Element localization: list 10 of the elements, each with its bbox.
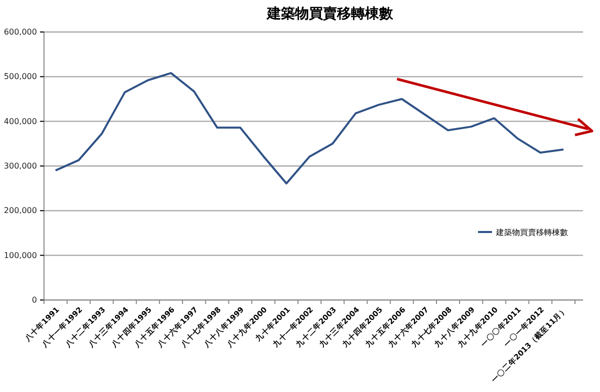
y-tick-label: 400,000 — [4, 116, 37, 126]
y-tick-label: 200,000 — [4, 206, 37, 216]
y-tick-label: 300,000 — [4, 162, 37, 171]
y-tick-label: 0 — [32, 296, 37, 305]
chart-title: 建築物買賣移轉棟數 — [266, 6, 394, 22]
legend-label: 建築物買賣移轉棟數 — [495, 228, 568, 237]
y-tick-label: 100,000 — [4, 250, 37, 260]
y-tick-label: 500,000 — [4, 72, 37, 82]
line-series — [54, 72, 564, 184]
y-tick-label: 600,000 — [4, 28, 37, 37]
